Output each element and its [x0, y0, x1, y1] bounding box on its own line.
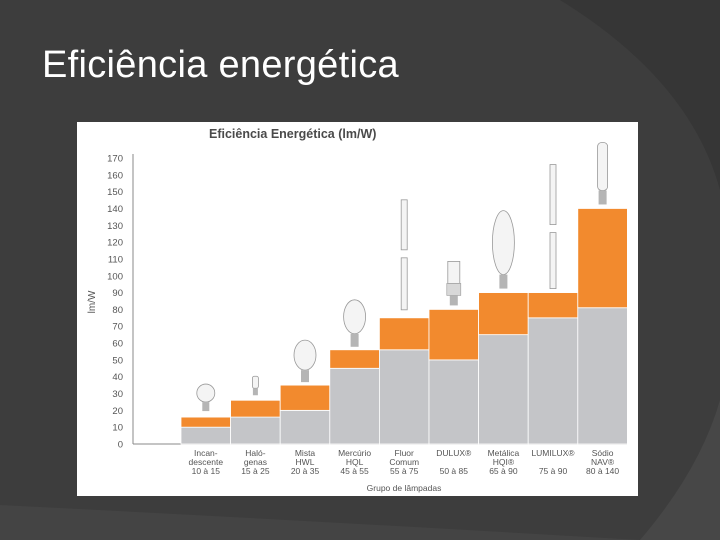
- y-tick-label: 90: [112, 288, 123, 299]
- y-tick-label: 70: [112, 322, 123, 333]
- category-label-line1: Mista: [295, 448, 316, 458]
- bar-range-segment: [527, 292, 579, 319]
- y-tick-label: 160: [107, 170, 123, 181]
- mercury-lamp-base-icon: [350, 333, 359, 347]
- halogen-base-icon: [252, 388, 258, 396]
- mixed-lamp-base-icon: [301, 370, 309, 383]
- y-tick-label: 20: [112, 406, 123, 417]
- fluor-tube-upper-icon: [400, 199, 408, 251]
- bar-range-segment: [279, 384, 331, 411]
- bar-min-segment: [378, 349, 430, 445]
- bar-min-segment: [577, 307, 628, 445]
- y-tick-label: 130: [107, 221, 123, 232]
- corner-arc-top: [560, 0, 720, 190]
- category-label-line2: NAV®: [591, 457, 615, 467]
- category-range-label: 75 à 90: [539, 466, 568, 476]
- category-label-line1: DULUX®: [436, 448, 472, 458]
- mercury-lamp-icon: [343, 299, 367, 335]
- x-axis-label: Grupo de lâmpadas: [367, 483, 442, 493]
- y-tick-label: 80: [112, 305, 123, 316]
- category-label-line1: Mercúrio: [338, 448, 371, 458]
- incandescent-bulb-icon: [196, 383, 216, 403]
- category-range-label: 10 à 15: [192, 466, 221, 476]
- halogen-lamp-icon: [251, 375, 259, 389]
- category-range-label: 80 à 140: [586, 466, 619, 476]
- hqi-lamp-icon: [491, 210, 515, 275]
- category-label-line1: Incan-: [194, 448, 218, 458]
- y-tick-label: 150: [107, 187, 123, 198]
- fluor-tube-lower-icon: [400, 257, 408, 311]
- category-label-line1: Fluor: [395, 448, 415, 458]
- y-tick-label: 10: [112, 423, 123, 434]
- category-range-label: 15 à 25: [241, 466, 270, 476]
- category-range-label: 20 à 35: [291, 466, 320, 476]
- y-tick-label: 120: [107, 238, 123, 249]
- y-tick-label: 170: [107, 154, 123, 165]
- corner-arc-bottom: [640, 400, 720, 540]
- category-label-line1: Sódio: [592, 448, 614, 458]
- dulux-ballast-icon: [446, 283, 462, 296]
- lumilux-tube-lower-icon: [549, 232, 557, 289]
- category-label-line1: Metálica: [488, 448, 520, 458]
- bar-range-segment: [329, 349, 380, 369]
- y-axis-label: lm/W: [87, 290, 98, 313]
- bar-min-segment: [230, 416, 281, 445]
- bar-min-segment: [329, 367, 380, 445]
- sodium-lamp-icon: [597, 142, 608, 191]
- bar-min-segment: [180, 426, 231, 445]
- dulux-base-icon: [449, 295, 458, 306]
- lamp-illustrations: [196, 142, 608, 412]
- category-label-line2: HWL: [296, 457, 315, 467]
- category-label-line2: descente: [189, 457, 224, 467]
- bar-range-segment: [230, 399, 281, 418]
- y-tick-label: 110: [108, 254, 123, 265]
- bar-min-segment: [428, 359, 479, 445]
- category-label-line1: LUMILUX®: [531, 448, 575, 458]
- bottom-band: [0, 505, 640, 540]
- bar-min-segment: [478, 334, 529, 445]
- bar-min-segment: [279, 409, 331, 445]
- y-tick-label: 50: [112, 355, 123, 366]
- category-label-line1: Haló-: [245, 448, 265, 458]
- bar-range-segment: [378, 317, 430, 351]
- category-label-line2: HQL: [346, 457, 364, 467]
- sodium-lamp-base-icon: [598, 190, 607, 205]
- chart-title: Eficiência Energética (lm/W): [209, 127, 376, 141]
- dulux-lamp-icon: [447, 261, 461, 284]
- bar-range-segment: [428, 309, 479, 361]
- category-range-label: 65 à 90: [489, 466, 518, 476]
- bar-range-segment: [180, 416, 231, 428]
- mixed-lamp-icon: [293, 339, 317, 371]
- y-tick-label: 40: [112, 372, 123, 383]
- category-label-line2: Comum: [389, 457, 419, 467]
- y-tick-label: 140: [107, 204, 123, 215]
- incandescent-base-icon: [202, 402, 210, 412]
- lumilux-tube-upper-icon: [549, 164, 557, 225]
- category-range-label: 45 à 55: [340, 466, 369, 476]
- category-range-label: 55 à 75: [390, 466, 419, 476]
- chart-panel: Eficiência Energética (lm/W) lm/W 0 10 20 30 4…: [77, 122, 638, 496]
- category-label-line2: HQI®: [493, 457, 515, 467]
- bar-range-segment: [577, 208, 628, 309]
- slide-title: Eficiência energética: [42, 44, 399, 86]
- y-tick-label: 60: [112, 339, 123, 350]
- efficiency-bar-chart: Eficiência Energética (lm/W) lm/W 0 10 20 30 4…: [87, 127, 628, 493]
- y-tick-label: 100: [107, 271, 123, 282]
- category-label-line2: genas: [244, 457, 267, 467]
- hqi-lamp-base-icon: [499, 274, 508, 289]
- y-tick-label: 0: [118, 440, 123, 451]
- category-range-label: 50 à 85: [440, 466, 469, 476]
- bar-range-segment: [478, 292, 529, 336]
- bar-min-segment: [527, 317, 579, 445]
- y-tick-label: 30: [112, 389, 123, 400]
